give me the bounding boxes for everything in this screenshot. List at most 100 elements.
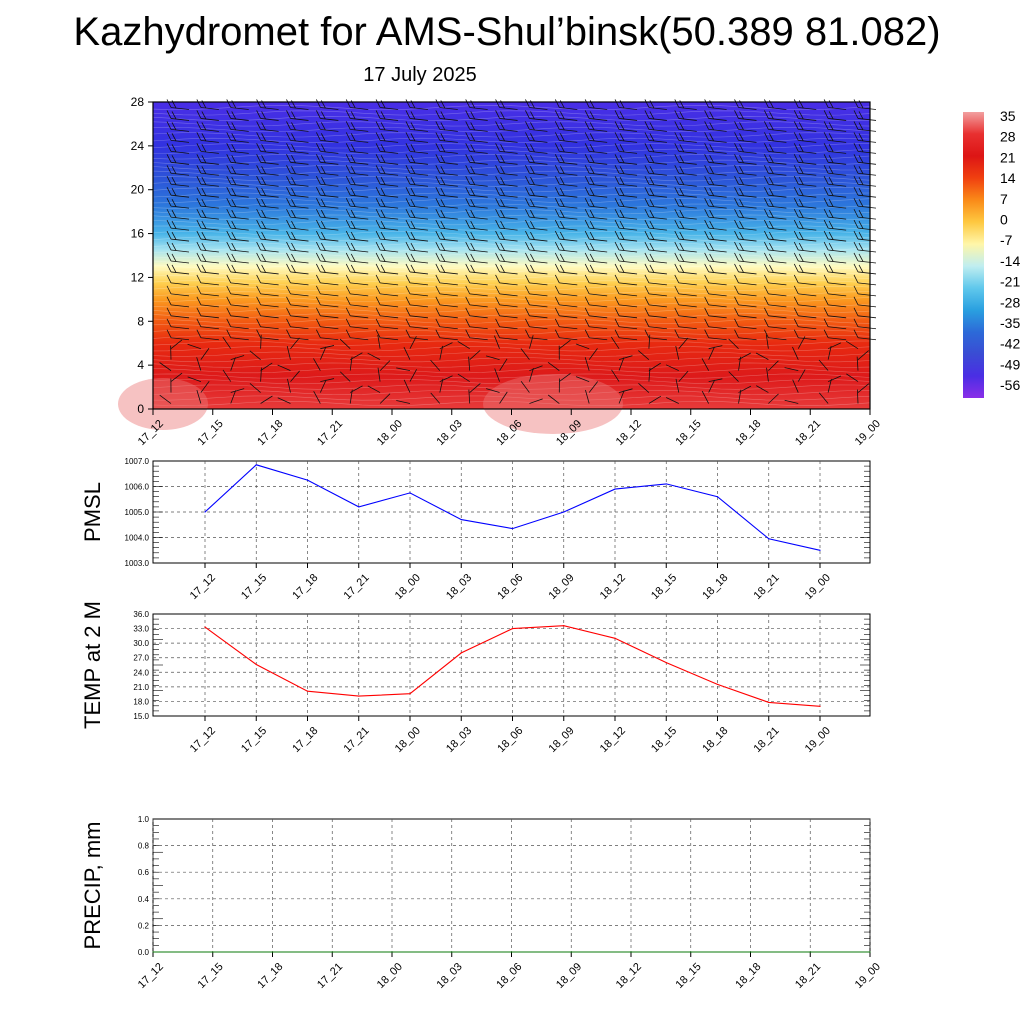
x-tick-label: 18_03 <box>444 725 474 755</box>
wind-barb <box>734 219 757 231</box>
colorbar-label: 7 <box>1000 191 1008 207</box>
wind-barb <box>159 362 172 371</box>
wind-barb <box>405 154 429 165</box>
wind-barb <box>614 197 638 209</box>
wind-barb <box>554 285 578 297</box>
wind-barb <box>495 329 518 341</box>
x-tick-label: 17_12 <box>188 572 218 602</box>
x-tick-label: 18_21 <box>752 725 782 755</box>
wind-barb <box>764 143 787 154</box>
wind-barb <box>196 176 219 187</box>
wind-barb <box>674 110 697 121</box>
wind-barb <box>823 165 847 176</box>
y-tick-label: 24.0 <box>133 668 149 677</box>
wind-barb <box>853 208 877 220</box>
wind-barb <box>315 143 339 154</box>
wind-barb <box>584 187 608 198</box>
wind-barb <box>618 390 625 404</box>
wind-barb <box>286 154 309 165</box>
isotherm-line <box>152 351 871 357</box>
wind-barb <box>465 263 488 275</box>
wind-barb <box>853 318 877 330</box>
wind-barb <box>256 110 279 121</box>
wind-barb <box>853 132 877 143</box>
wind-barb <box>345 307 369 319</box>
isotherm-line <box>152 400 871 407</box>
wind-barb <box>495 219 518 231</box>
wind-barb <box>823 176 847 187</box>
data-point <box>255 464 257 466</box>
wind-barb <box>435 241 458 253</box>
wind-barb <box>256 132 279 143</box>
wind-barb <box>249 350 261 360</box>
data-point <box>665 483 667 485</box>
x-tick-label: 17_15 <box>239 572 269 602</box>
wind-barb <box>439 342 453 350</box>
wind-barb <box>256 197 279 209</box>
wind-barb <box>525 121 548 132</box>
wind-barb <box>704 307 727 319</box>
isotherm-line <box>152 291 871 297</box>
wind-barb <box>674 197 697 209</box>
isotherm-line <box>152 214 871 220</box>
wind-barb <box>554 132 578 143</box>
x-tick-label: 18_12 <box>598 725 628 755</box>
wind-barb <box>495 176 518 187</box>
wind-barb <box>377 334 381 349</box>
wind-barb <box>584 274 608 286</box>
x-tick-label: 18_00 <box>393 572 423 602</box>
x-tick-label: 18_12 <box>614 418 644 448</box>
wind-barb <box>853 307 877 319</box>
wind-barb <box>286 110 309 121</box>
wind-barb <box>853 110 877 121</box>
wind-barb <box>166 296 190 308</box>
wind-barb <box>367 385 381 393</box>
data-point <box>809 951 811 953</box>
wind-barb <box>614 274 638 286</box>
wind-barb <box>818 392 829 404</box>
isotherm-line <box>152 121 871 127</box>
wind-barb <box>766 367 769 382</box>
isotherm-line <box>152 192 871 198</box>
wind-barb <box>196 318 219 330</box>
wind-barb <box>226 307 249 319</box>
wind-barb <box>674 230 697 242</box>
wind-barb <box>734 110 757 121</box>
isotherm-line <box>152 154 871 160</box>
wind-barb <box>704 252 727 264</box>
wind-barb <box>230 388 245 393</box>
wind-barb <box>704 132 727 143</box>
wind-barb <box>644 208 667 220</box>
wind-barb <box>230 355 245 361</box>
wind-barb <box>845 340 859 350</box>
wind-barb <box>226 208 249 220</box>
wind-barb <box>734 263 757 275</box>
colorbar-label: -49 <box>1000 356 1020 372</box>
wind-barb <box>350 385 363 393</box>
wind-barb <box>857 350 869 360</box>
wind-barb <box>793 165 817 176</box>
isotherm-line <box>152 203 871 209</box>
wind-barb <box>734 296 757 308</box>
wind-barb <box>614 296 638 308</box>
colorbar-label: 0 <box>1000 212 1008 228</box>
wind-barb <box>856 356 859 371</box>
x-tick-label: 18_00 <box>393 725 423 755</box>
data-point <box>819 705 821 707</box>
data-point <box>570 951 572 953</box>
wind-barb <box>495 121 518 132</box>
wind-barb <box>375 285 399 297</box>
data-point <box>358 695 360 697</box>
wind-barb <box>166 110 190 121</box>
wind-barb <box>435 143 458 154</box>
wind-barb <box>584 110 608 121</box>
wind-barb <box>793 110 817 121</box>
wind-barb <box>674 318 697 330</box>
wind-barb <box>823 263 847 275</box>
wind-barb <box>290 370 300 382</box>
y-tick-label: 1005.0 <box>125 508 150 517</box>
wind-barb <box>614 329 638 341</box>
wind-barb <box>644 241 667 253</box>
wind-barb <box>286 285 309 297</box>
wind-barb <box>674 329 697 341</box>
